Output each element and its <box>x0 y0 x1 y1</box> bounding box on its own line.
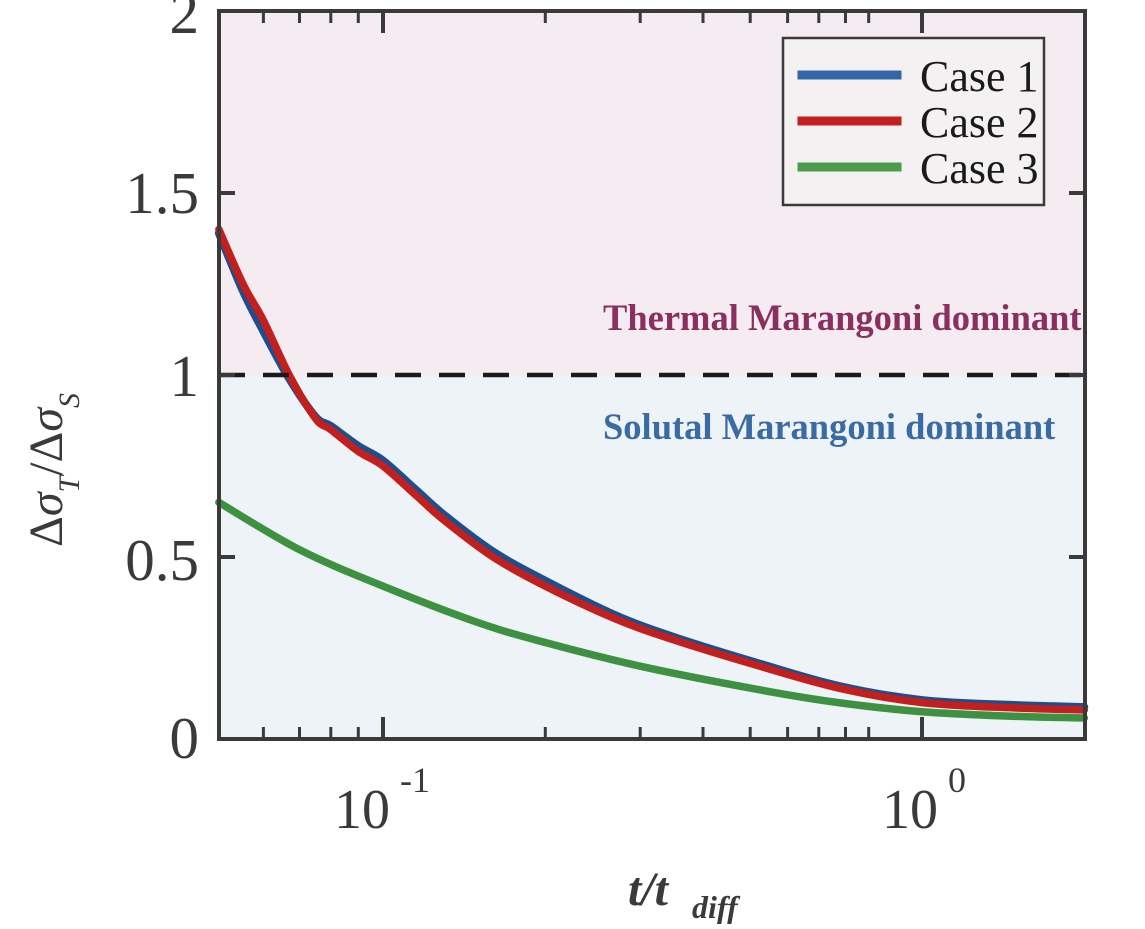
svg-text:1.5: 1.5 <box>125 160 199 226</box>
svg-text:10: 10 <box>882 779 938 841</box>
svg-text:Solutal Marangoni dominant: Solutal Marangoni dominant <box>603 406 1055 447</box>
svg-text:ΔσT/ΔσS: ΔσT/ΔσS <box>20 393 86 547</box>
svg-text:Case 3: Case 3 <box>920 144 1039 193</box>
svg-text:1: 1 <box>170 343 200 409</box>
svg-text:10: 10 <box>334 779 390 841</box>
svg-text:0: 0 <box>170 705 200 771</box>
svg-text:Case 2: Case 2 <box>920 98 1039 147</box>
svg-text:diff: diff <box>692 889 741 924</box>
svg-text:Thermal Marangoni dominant: Thermal Marangoni dominant <box>603 297 1082 338</box>
svg-text:2: 2 <box>170 0 200 46</box>
svg-text:-1: -1 <box>400 760 430 800</box>
svg-text:0: 0 <box>948 760 966 800</box>
svg-text:0.5: 0.5 <box>125 527 199 593</box>
svg-text:t/t: t/t <box>628 863 670 916</box>
svg-text:Case 1: Case 1 <box>920 52 1039 101</box>
